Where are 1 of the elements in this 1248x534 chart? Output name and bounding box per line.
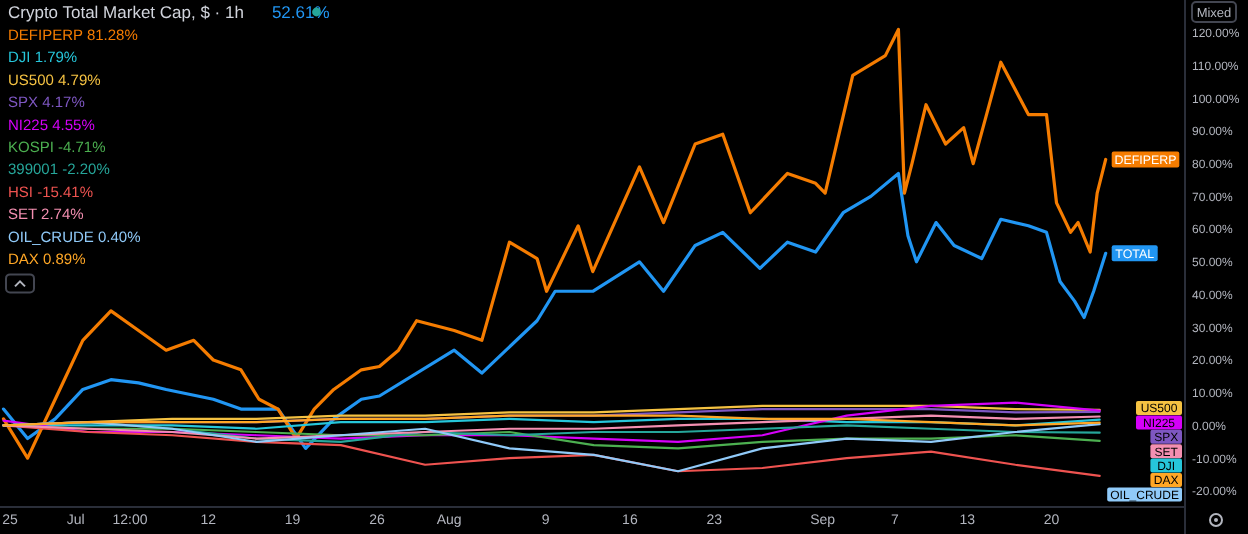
chart-title: Crypto Total Market Cap, $ · 1h [8,2,244,22]
